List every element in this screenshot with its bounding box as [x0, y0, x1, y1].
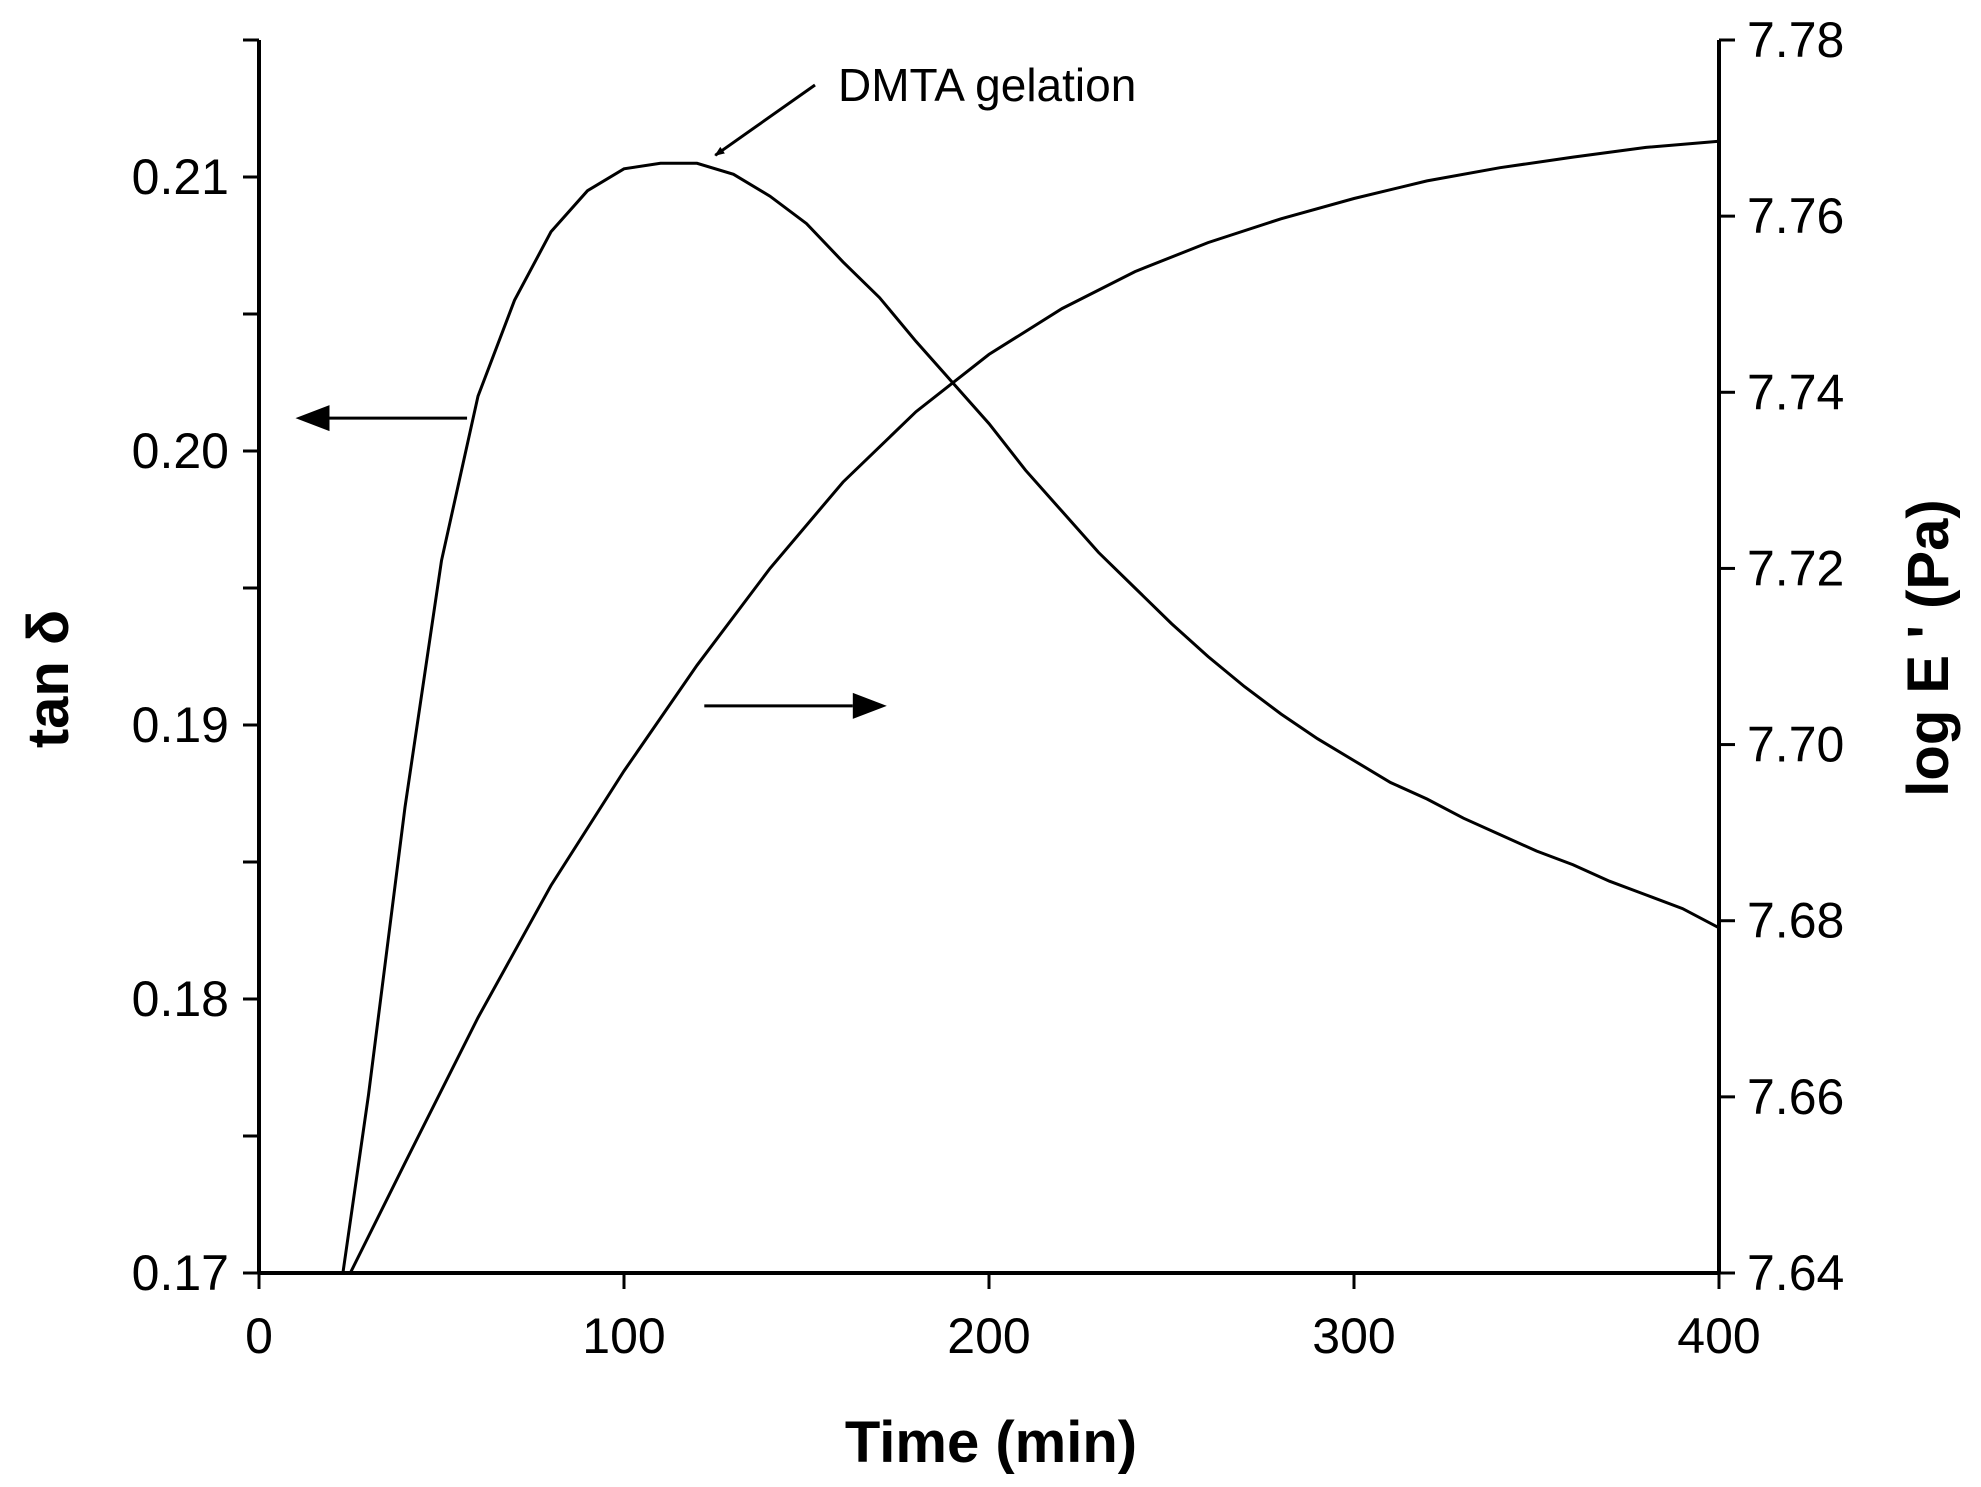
x-tick-label: 300: [1312, 1308, 1395, 1364]
axes: [257, 40, 1721, 1275]
x-tick-label: 100: [582, 1308, 665, 1364]
right-axis-arrow-head: [852, 692, 887, 719]
log-e-prime-curve: [348, 139, 1720, 1274]
gelation-annotation-arrow: [714, 83, 816, 157]
y-left-tick-label: 0.21: [132, 149, 229, 205]
y-left-tick-label: 0.20: [132, 423, 229, 479]
y-right-tick-label: 7.76: [1747, 188, 1844, 244]
x-axis-title: Time (min): [845, 1410, 1137, 1475]
x-tick-label: 200: [947, 1308, 1030, 1364]
y-right-tick-label: 7.66: [1747, 1069, 1844, 1125]
y-left-axis-title: tan δ: [16, 610, 81, 748]
y-left-tick-label: 0.18: [132, 971, 229, 1027]
series-group: [341, 139, 1720, 1274]
x-tick-label: 400: [1677, 1308, 1760, 1364]
x-tick-label: 0: [245, 1308, 273, 1364]
tan-delta-curve: [341, 161, 1720, 1274]
annotations: DMTA gelation: [295, 59, 1136, 719]
y-right-tick-label: 7.74: [1747, 364, 1844, 420]
y-right-tick-label: 7.70: [1747, 717, 1844, 773]
y-right-axis-title: log E ' (Pa): [1896, 499, 1961, 796]
left-axis-arrow-head: [295, 405, 330, 432]
y-right-tick-label: 7.78: [1747, 12, 1844, 68]
gelation-annotation-label: DMTA gelation: [838, 59, 1136, 111]
y-right-tick-label: 7.64: [1747, 1245, 1844, 1301]
y-left-tick-label: 0.17: [132, 1245, 229, 1301]
ticks: 0 100 200 300 400 0.17 0.18 0.19 0.20 0.21 7.64 7.6…: [132, 12, 1845, 1364]
y-left-tick-label: 0.19: [132, 697, 229, 753]
y-right-tick-label: 7.68: [1747, 893, 1844, 949]
y-right-tick-label: 7.72: [1747, 540, 1844, 596]
